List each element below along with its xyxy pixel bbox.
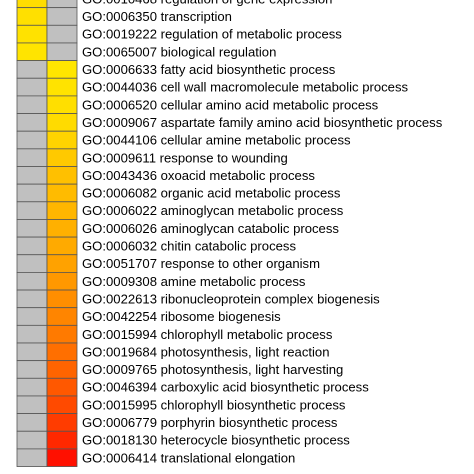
row-label: GO:0009308 amine metabolic process xyxy=(82,274,306,289)
heatmap-cell xyxy=(46,377,78,397)
heatmap-cell xyxy=(46,201,78,220)
row-label: GO:0006082 organic acid metabolic proces… xyxy=(82,186,341,201)
heatmap-cell xyxy=(16,448,48,467)
heatmap-cell xyxy=(16,219,48,238)
row-label: GO:0044106 cellular amine metabolic proc… xyxy=(82,133,351,148)
heatmap-cell xyxy=(46,60,78,79)
heatmap-cell xyxy=(46,236,78,256)
row-labels: GO:0010468 regulation of gene expression… xyxy=(82,0,443,465)
row-label: GO:0009611 response to wounding xyxy=(82,150,288,165)
row-label: GO:0006414 translational elongation xyxy=(82,450,295,465)
heatmap-cell xyxy=(16,148,48,167)
row-label: GO:0009765 photosynthesis, light harvest… xyxy=(82,362,343,377)
heatmap-cell xyxy=(46,166,78,185)
heatmap-cell xyxy=(46,307,78,326)
row-label: GO:0019684 photosynthesis, light reactio… xyxy=(82,344,329,359)
heatmap-cell xyxy=(16,413,48,432)
row-label: GO:0046394 carboxylic acid biosynthetic … xyxy=(82,380,369,395)
heatmap-cell xyxy=(16,183,48,203)
row-label: GO:0006032 chitin catabolic process xyxy=(82,239,296,254)
row-label: GO:0044036 cell wall macromolecule metab… xyxy=(82,80,408,95)
heatmap-cell xyxy=(16,130,48,150)
row-label: GO:0022613 ribonucleoprotein complex bio… xyxy=(82,291,380,306)
heatmap-cell xyxy=(16,324,48,344)
heatmap-cell xyxy=(46,77,78,97)
heatmap-cell xyxy=(46,342,78,362)
heatmap-cell xyxy=(46,271,78,291)
row-label: GO:0015994 chlorophyll metabolic process xyxy=(82,327,333,342)
heatmap-cell xyxy=(46,130,78,150)
row-label: GO:0019222 regulation of metabolic proce… xyxy=(82,27,342,42)
heatmap-cell xyxy=(46,324,78,344)
row-label: GO:0006520 cellular amino acid metabolic… xyxy=(82,97,379,112)
row-label: GO:0006779 porphyrin biosynthetic proces… xyxy=(82,415,338,430)
heatmap-cell xyxy=(16,289,48,309)
heatmap-cell xyxy=(46,113,78,132)
row-label: GO:0015995 chlorophyll biosynthetic proc… xyxy=(82,397,346,412)
row-label: GO:0042254 ribosome biogenesis xyxy=(82,309,281,324)
heatmap-cell xyxy=(16,430,48,450)
heatmap-cell xyxy=(16,254,48,273)
heatmap-cell xyxy=(16,271,48,291)
heatmap-cell xyxy=(46,289,78,309)
heatmap-cell xyxy=(16,42,48,62)
row-label: GO:0009067 aspartate family amino acid b… xyxy=(82,115,443,130)
row-label: GO:0006350 transcription xyxy=(82,9,232,24)
heatmap-cell xyxy=(16,7,48,26)
row-label: GO:0065007 biological regulation xyxy=(82,44,276,59)
row-label: GO:0006026 aminoglycan catabolic process xyxy=(82,221,339,236)
row-label: GO:0018130 heterocycle biosynthetic proc… xyxy=(82,433,350,448)
heatmap-cell xyxy=(46,254,78,273)
heatmap-cell xyxy=(46,7,78,26)
heatmap-cell xyxy=(46,430,78,450)
heatmap-cell xyxy=(46,413,78,432)
heatmap-cell xyxy=(46,148,78,167)
heatmap-cell xyxy=(16,377,48,397)
heatmap-cell xyxy=(16,236,48,256)
heatmap-cell xyxy=(46,95,78,114)
heatmap-cell xyxy=(16,166,48,185)
row-label: GO:0006633 fatty acid biosynthetic proce… xyxy=(82,62,336,77)
row-label: GO:0051707 response to other organism xyxy=(82,256,320,271)
heatmap-cell xyxy=(16,342,48,362)
heatmap-cell xyxy=(46,360,78,379)
heatmap-cell xyxy=(46,0,78,9)
heatmap-cell xyxy=(46,183,78,203)
heatmap-cell xyxy=(16,395,48,415)
heatmap-cell xyxy=(16,307,48,326)
heatmap-cell xyxy=(16,360,48,379)
heatmap-cell xyxy=(16,201,48,220)
heatmap-cell xyxy=(16,24,48,44)
heatmap-cell xyxy=(46,24,78,44)
heatmap-cell xyxy=(16,95,48,114)
heatmap-cell xyxy=(46,42,78,62)
heatmap-cell xyxy=(16,60,48,79)
row-label: GO:0010468 regulation of gene expression xyxy=(82,0,332,6)
heatmap-cell xyxy=(16,113,48,132)
heatmap-cell xyxy=(46,219,78,238)
row-label: GO:0043436 oxoacid metabolic process xyxy=(82,168,315,183)
heatmap-cell xyxy=(16,77,48,97)
heatmap-cell xyxy=(46,448,78,467)
heatmap-cell xyxy=(16,0,48,9)
row-label: GO:0006022 aminoglycan metabolic process xyxy=(82,203,344,218)
heatmap-cell xyxy=(46,395,78,415)
heatmap-cells xyxy=(16,0,78,467)
